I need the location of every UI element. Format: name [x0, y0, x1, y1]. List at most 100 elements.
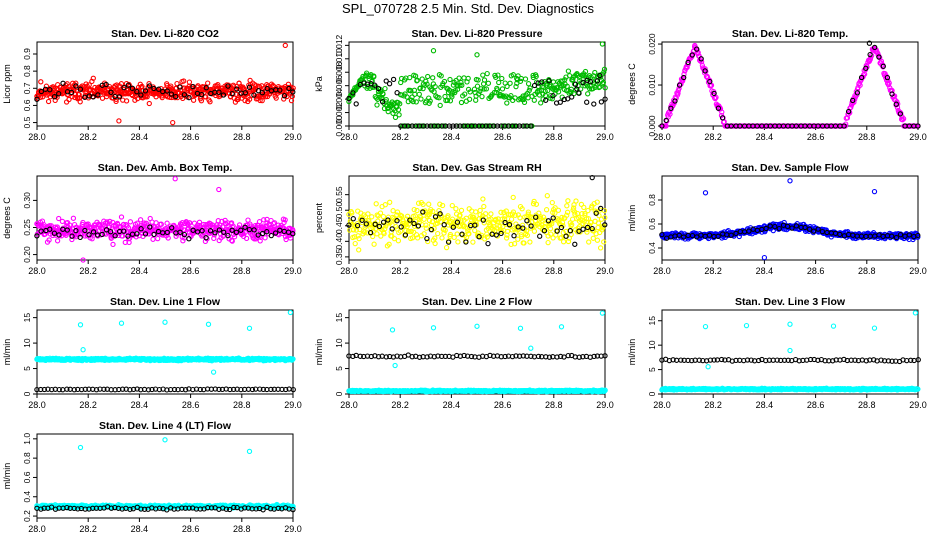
- data-point: [228, 237, 235, 244]
- x-tick-label: 28.6: [494, 266, 512, 276]
- y-tick-label: 10: [334, 338, 344, 348]
- data-point: [246, 96, 253, 102]
- data-point: [349, 210, 355, 216]
- series-1: [346, 41, 608, 129]
- data-point: [47, 87, 53, 93]
- y-tick-label: 0.8: [647, 194, 657, 206]
- data-point: [719, 109, 725, 115]
- data-point: [565, 238, 572, 245]
- data-point: [418, 96, 424, 102]
- data-point: [38, 79, 44, 85]
- data-point: [493, 232, 499, 238]
- y-tick-label: 0.010: [334, 48, 344, 70]
- data-point: [518, 233, 525, 240]
- data-point: [255, 88, 262, 94]
- y-tick-label: 0.000: [334, 115, 344, 137]
- data-point: [158, 221, 164, 227]
- data-point: [103, 81, 109, 88]
- plot-frame: [36, 309, 294, 395]
- data-point: [454, 219, 461, 225]
- data-point: [462, 123, 469, 129]
- data-point: [428, 226, 434, 233]
- x-tick-label: 29.0: [284, 132, 302, 142]
- data-point: [373, 201, 379, 207]
- data-point: [572, 81, 579, 87]
- data-point: [77, 99, 83, 105]
- data-point: [594, 199, 600, 205]
- data-point: [543, 207, 550, 213]
- data-point: [225, 83, 231, 89]
- data-point: [77, 86, 84, 92]
- data-point: [177, 84, 183, 90]
- data-point: [520, 96, 527, 103]
- data-point: [550, 79, 557, 85]
- data-point: [889, 91, 895, 97]
- data-point: [474, 323, 480, 329]
- data-point: [479, 123, 486, 129]
- y-tick-label: 0.008: [334, 61, 344, 83]
- data-point: [450, 224, 456, 230]
- data-point: [262, 94, 269, 100]
- data-point: [146, 81, 152, 87]
- data-point: [372, 221, 378, 227]
- x-tick-label: 28.6: [494, 132, 512, 142]
- data-point: [272, 230, 279, 236]
- data-point: [90, 94, 96, 100]
- data-point: [543, 82, 550, 88]
- x-tick-label: 29.0: [909, 400, 927, 410]
- data-point: [355, 233, 361, 239]
- x-tick-label: 28.8: [545, 400, 563, 410]
- series-2: [659, 40, 921, 129]
- data-point: [142, 88, 149, 94]
- x-tick-label: 28.6: [182, 266, 200, 276]
- data-point: [432, 83, 438, 90]
- data-point: [889, 87, 895, 94]
- data-point: [543, 97, 549, 103]
- data-point: [597, 72, 603, 79]
- y-tick-label: 5: [647, 367, 657, 372]
- data-point: [597, 245, 604, 251]
- data-point: [118, 214, 125, 220]
- data-point: [555, 207, 562, 213]
- data-point: [495, 72, 501, 78]
- series-1: [34, 176, 296, 263]
- y-tick-label: 0.004: [334, 88, 344, 110]
- data-point: [210, 369, 217, 375]
- data-point: [349, 221, 355, 227]
- data-point: [475, 77, 481, 83]
- data-point: [73, 83, 79, 89]
- chart-title: Stan. Dev. Amb. Box Temp.: [98, 162, 233, 174]
- data-point: [473, 97, 479, 103]
- data-point: [390, 208, 396, 214]
- data-point: [436, 95, 442, 101]
- data-point: [364, 230, 371, 236]
- data-point: [564, 203, 570, 209]
- data-point: [346, 222, 352, 228]
- data-point: [268, 232, 274, 239]
- data-point: [259, 230, 266, 237]
- data-point: [246, 84, 253, 90]
- data-point: [378, 233, 384, 239]
- data-point: [385, 217, 391, 223]
- data-point: [517, 215, 523, 221]
- data-point: [585, 91, 591, 97]
- data-point: [118, 320, 125, 326]
- data-point: [151, 85, 157, 92]
- data-point: [431, 225, 437, 232]
- data-point: [386, 81, 393, 87]
- data-point: [439, 123, 445, 129]
- data-point: [863, 65, 869, 71]
- chart-title: Stan. Dev. Line 3 Flow: [735, 296, 846, 308]
- data-point: [281, 219, 287, 226]
- chart-title: Stan. Dev. Line 1 Flow: [110, 296, 221, 308]
- data-point: [475, 91, 482, 97]
- data-point: [38, 228, 44, 234]
- data-point: [498, 230, 504, 237]
- x-tick-label: 28.2: [391, 266, 409, 276]
- data-point: [381, 230, 387, 237]
- data-point: [481, 86, 487, 92]
- y-axis-label: kPa: [314, 76, 324, 92]
- data-point: [146, 83, 153, 89]
- data-point: [858, 74, 865, 81]
- data-point: [168, 91, 175, 97]
